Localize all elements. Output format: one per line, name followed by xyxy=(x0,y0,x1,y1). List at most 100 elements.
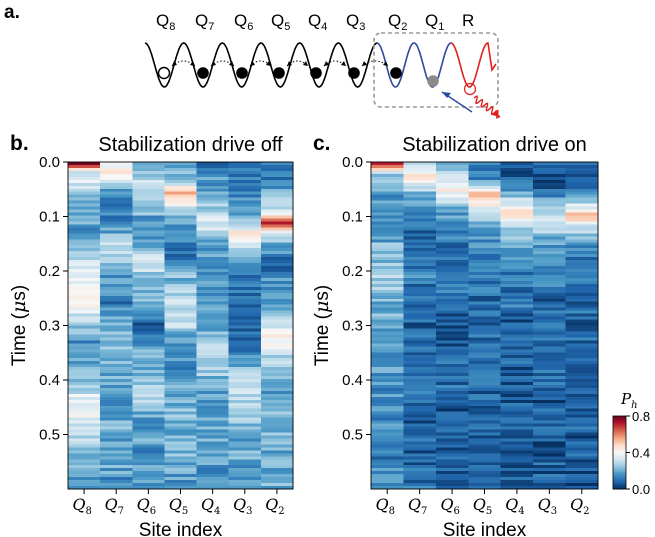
heatmap-cell xyxy=(100,230,133,234)
heatmap-cell xyxy=(468,167,502,172)
heatmap-cell xyxy=(68,182,101,187)
heatmap-cell xyxy=(132,298,166,303)
heatmap-cell xyxy=(196,376,230,380)
heatmap-cell xyxy=(68,450,101,454)
colorbar-step xyxy=(613,422,626,424)
heatmap-cell xyxy=(371,376,405,380)
heatmap-cell xyxy=(228,257,262,261)
hop-arrow-head-left xyxy=(362,61,367,66)
heatmap-cell xyxy=(403,423,437,428)
heatmap-cell xyxy=(68,221,101,226)
heatmap-cell xyxy=(500,414,534,419)
heatmap-cell xyxy=(68,423,101,428)
heatmap-cell xyxy=(403,402,437,407)
heatmap-cell xyxy=(565,295,599,300)
particles xyxy=(157,66,477,96)
heatmap-cell xyxy=(533,346,567,350)
heatmap-cell xyxy=(132,295,166,300)
heatmap-cell xyxy=(196,248,230,252)
heatmap-cell xyxy=(371,486,405,490)
heatmap-cell xyxy=(435,337,469,341)
heatmap-cell xyxy=(196,402,230,407)
heatmap-cell xyxy=(100,194,133,199)
heatmap-cell xyxy=(260,456,294,460)
heatmap-cell xyxy=(132,227,166,231)
heatmap-cell xyxy=(435,322,469,327)
heatmap-cell xyxy=(68,355,101,359)
heatmap-cell xyxy=(468,361,502,365)
heatmap-cell xyxy=(371,173,405,178)
heatmap-cell xyxy=(371,167,405,172)
heatmap-cell xyxy=(500,474,534,478)
heatmap-cell xyxy=(68,254,101,258)
heatmap-cell xyxy=(435,209,469,214)
heatmap-cell xyxy=(196,242,230,246)
heatmap-cell xyxy=(533,465,567,469)
heatmap-cell xyxy=(164,361,198,365)
heatmap-cell xyxy=(68,367,101,371)
colorbar: Ph 0.80.40.0 xyxy=(612,390,650,497)
heatmap-cell xyxy=(468,474,502,478)
heatmap-cell xyxy=(132,164,166,169)
heatmap-cell xyxy=(565,417,599,422)
heatmap-cell xyxy=(371,334,405,338)
heatmap-cell xyxy=(196,260,230,264)
heatmap-cell xyxy=(371,435,405,440)
heatmap-cell xyxy=(533,381,567,386)
heatmap-cell xyxy=(435,453,469,457)
heatmap-cell xyxy=(565,304,599,309)
heatmap-cell xyxy=(468,170,502,175)
heatmap-cell xyxy=(435,471,469,475)
heatmap-cell xyxy=(403,224,437,228)
heatmap-cell xyxy=(164,441,198,446)
heatmap-cell xyxy=(164,277,198,282)
heatmap-cell xyxy=(100,334,133,338)
heatmap-cell xyxy=(435,426,469,431)
heatmap-cell xyxy=(533,399,567,404)
heatmap-cell xyxy=(533,274,567,279)
heatmap-cell xyxy=(403,263,437,267)
heatmap-cell xyxy=(164,462,198,466)
heatmap-cell xyxy=(164,429,198,434)
heatmap-cell xyxy=(533,200,567,205)
x-tick-label: Q6 xyxy=(137,495,157,517)
heatmap-cell xyxy=(500,188,534,193)
heatmap-cell xyxy=(435,307,469,312)
heatmap-cell xyxy=(565,269,599,273)
filled-site-particle xyxy=(310,67,322,79)
heatmap-cell xyxy=(371,459,405,463)
heatmap-cell xyxy=(435,170,469,175)
heatmap-cell xyxy=(371,390,405,395)
heatmap-cell xyxy=(565,185,599,190)
heatmap-cell xyxy=(468,405,502,410)
heatmap-cell xyxy=(565,352,599,356)
heatmap-cell xyxy=(260,263,294,267)
heatmap-cell xyxy=(196,224,230,228)
heatmap-cell xyxy=(260,438,294,443)
colorbar-step xyxy=(613,431,626,434)
heatmap-cell xyxy=(435,474,469,478)
heatmap-cell xyxy=(196,239,230,243)
heatmap-cell xyxy=(435,319,469,324)
heatmap-cell xyxy=(228,170,262,175)
heatmap-cell xyxy=(164,251,198,255)
heatmap-cell xyxy=(565,322,599,327)
heatmap-cell xyxy=(132,242,166,246)
heatmap-cell xyxy=(228,251,262,255)
heatmap-cell xyxy=(533,203,567,208)
site-label-Q8: Q8 xyxy=(156,11,175,33)
heatmap-cell xyxy=(403,286,437,291)
heatmap-cell xyxy=(228,319,262,324)
heatmap-cell xyxy=(260,346,294,350)
heatmap-cell xyxy=(196,266,230,270)
heatmap-cell xyxy=(403,185,437,190)
heatmap-cell xyxy=(500,381,534,386)
heatmap-cell xyxy=(132,260,166,264)
hop-arrow-head-right xyxy=(303,61,308,66)
heatmap-cell xyxy=(468,248,502,252)
colorbar-step xyxy=(613,434,626,436)
heatmap-cell xyxy=(435,444,469,448)
heatmap-cell xyxy=(371,164,405,169)
heatmap-cell xyxy=(132,396,166,401)
heatmap-cell xyxy=(403,203,437,208)
